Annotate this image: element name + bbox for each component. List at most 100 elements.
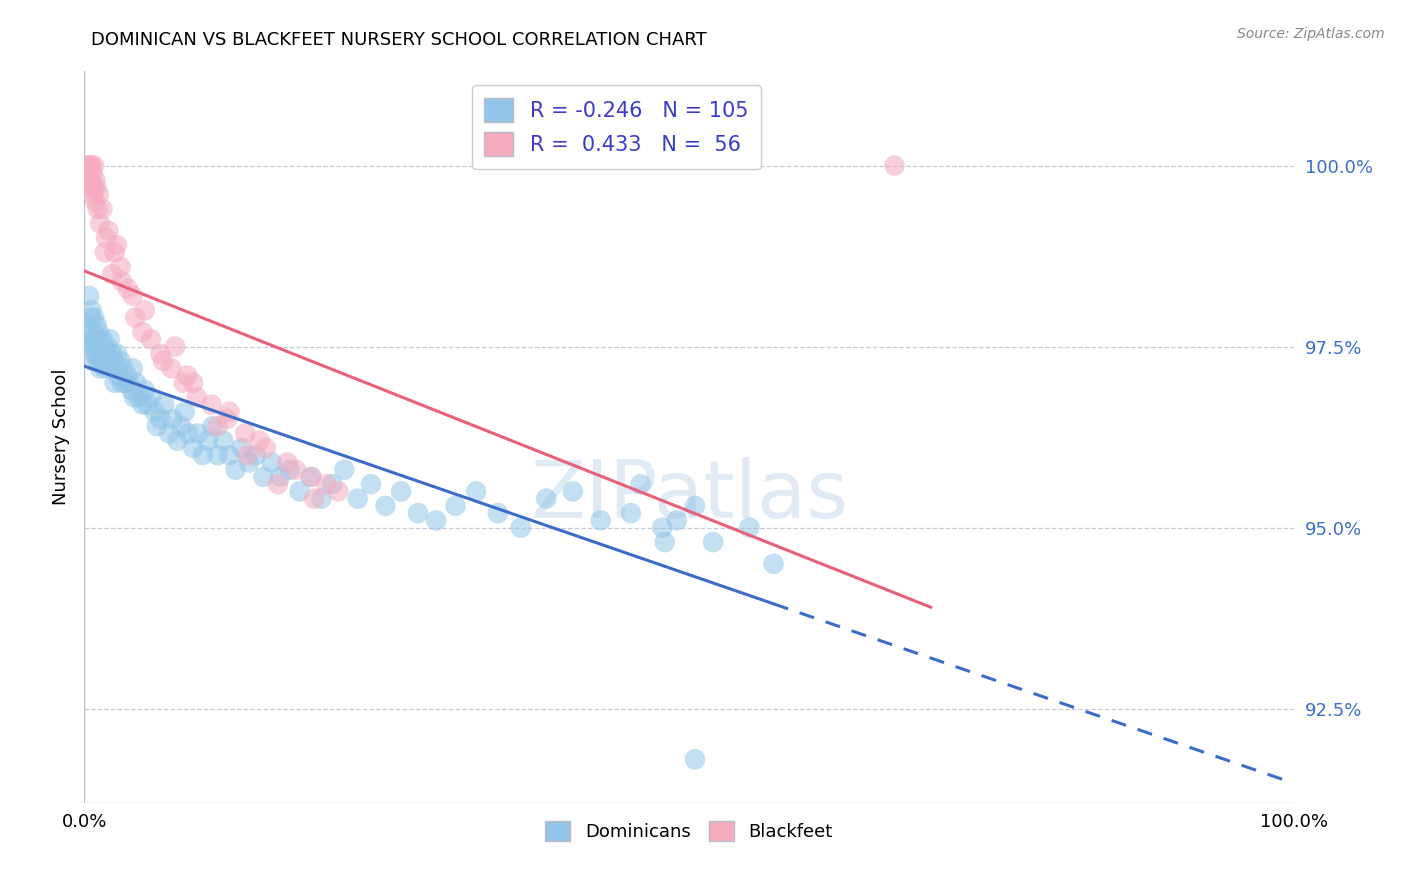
- Point: [121, 361, 143, 376]
- Point: [136, 397, 159, 411]
- Point: [101, 267, 124, 281]
- Text: Source: ZipAtlas.com: Source: ZipAtlas.com: [1237, 27, 1385, 41]
- Y-axis label: Nursery School: Nursery School: [52, 368, 70, 506]
- Point: [186, 390, 208, 404]
- Point: [93, 340, 115, 354]
- Point: [131, 325, 153, 339]
- Point: [301, 470, 323, 484]
- Point: [80, 332, 103, 346]
- Point: [87, 325, 110, 339]
- Point: [149, 412, 172, 426]
- Point: [76, 159, 98, 173]
- Point: [288, 484, 311, 499]
- Point: [80, 159, 103, 173]
- Point: [89, 216, 111, 230]
- Point: [201, 419, 224, 434]
- Point: [683, 499, 706, 513]
- Point: [173, 405, 195, 419]
- Point: [77, 318, 100, 332]
- Point: [165, 340, 187, 354]
- Point: [84, 194, 107, 209]
- Point: [181, 441, 204, 455]
- Point: [486, 506, 509, 520]
- Point: [333, 463, 356, 477]
- Point: [200, 397, 222, 411]
- Point: [79, 340, 101, 354]
- Point: [197, 434, 219, 448]
- Point: [444, 499, 467, 513]
- Point: [84, 332, 107, 346]
- Point: [107, 368, 129, 383]
- Point: [134, 383, 156, 397]
- Point: [152, 354, 174, 368]
- Point: [254, 441, 277, 455]
- Point: [177, 426, 200, 441]
- Point: [125, 376, 148, 390]
- Point: [86, 202, 108, 216]
- Point: [101, 347, 124, 361]
- Point: [112, 361, 135, 376]
- Point: [77, 166, 100, 180]
- Point: [207, 448, 229, 462]
- Point: [315, 477, 337, 491]
- Point: [91, 202, 114, 216]
- Point: [360, 477, 382, 491]
- Point: [86, 340, 108, 354]
- Point: [143, 405, 166, 419]
- Point: [84, 347, 107, 361]
- Point: [346, 491, 368, 506]
- Point: [114, 376, 136, 390]
- Point: [269, 470, 291, 484]
- Point: [124, 310, 146, 325]
- Point: [104, 245, 127, 260]
- Point: [115, 368, 138, 383]
- Point: [207, 419, 229, 434]
- Point: [252, 470, 274, 484]
- Point: [87, 187, 110, 202]
- Point: [97, 224, 120, 238]
- Point: [665, 513, 688, 527]
- Point: [651, 520, 673, 534]
- Point: [311, 491, 333, 506]
- Point: [86, 318, 108, 332]
- Point: [110, 354, 132, 368]
- Point: [561, 484, 583, 499]
- Point: [465, 484, 488, 499]
- Point: [630, 477, 652, 491]
- Point: [83, 159, 105, 173]
- Point: [683, 752, 706, 766]
- Point: [83, 310, 105, 325]
- Point: [79, 159, 101, 173]
- Point: [249, 434, 271, 448]
- Point: [238, 455, 260, 469]
- Point: [84, 173, 107, 187]
- Point: [80, 180, 103, 194]
- Point: [762, 557, 785, 571]
- Point: [128, 390, 150, 404]
- Point: [77, 289, 100, 303]
- Point: [883, 159, 905, 173]
- Point: [236, 448, 259, 462]
- Point: [187, 426, 209, 441]
- Point: [80, 303, 103, 318]
- Point: [218, 448, 240, 462]
- Point: [111, 274, 134, 288]
- Point: [103, 354, 125, 368]
- Point: [702, 535, 724, 549]
- Point: [181, 376, 204, 390]
- Point: [260, 455, 283, 469]
- Point: [79, 173, 101, 187]
- Point: [509, 520, 531, 534]
- Point: [86, 180, 108, 194]
- Point: [620, 506, 643, 520]
- Point: [425, 513, 447, 527]
- Point: [91, 332, 114, 346]
- Point: [225, 463, 247, 477]
- Point: [86, 332, 108, 346]
- Point: [218, 405, 240, 419]
- Point: [105, 238, 128, 252]
- Point: [654, 535, 676, 549]
- Point: [233, 426, 256, 441]
- Point: [94, 231, 117, 245]
- Point: [139, 390, 162, 404]
